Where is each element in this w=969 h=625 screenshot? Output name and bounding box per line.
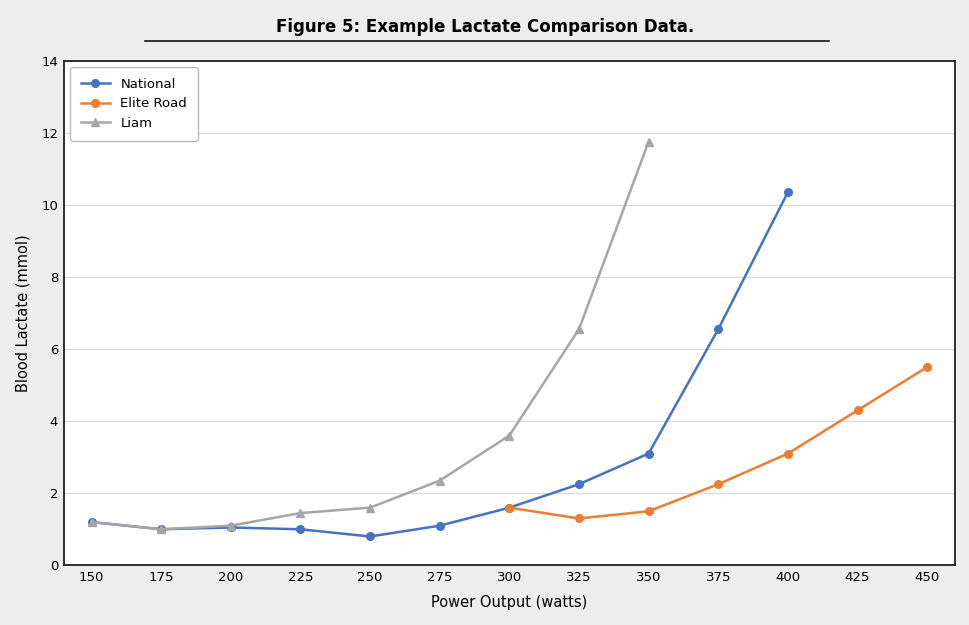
Elite Road [921,363,932,371]
Liam [573,326,584,333]
National [642,450,654,458]
National [225,524,236,531]
Liam [295,509,306,517]
National [781,189,793,196]
National [503,504,515,511]
Liam [155,526,167,533]
National [711,326,723,333]
X-axis label: Power Output (watts): Power Output (watts) [431,595,587,610]
Elite Road [781,450,793,458]
National [433,522,445,529]
Elite Road [503,504,515,511]
Y-axis label: Blood Lactate (mmol): Blood Lactate (mmol) [15,234,30,392]
National [573,481,584,488]
National [364,532,376,540]
Elite Road [642,508,654,515]
Line: Elite Road: Elite Road [505,363,930,522]
National [295,526,306,533]
Text: Figure 5: Example Lactate Comparison Data.: Figure 5: Example Lactate Comparison Dat… [275,18,694,36]
Liam [364,504,376,511]
Elite Road [851,407,862,414]
Elite Road [711,481,723,488]
National [155,526,167,533]
National [85,518,97,526]
Liam [642,138,654,146]
Liam [85,518,97,526]
Liam [225,522,236,529]
Line: National: National [87,188,791,540]
Liam [433,477,445,484]
Line: Liam: Liam [87,138,652,533]
Elite Road [573,515,584,522]
Legend: National, Elite Road, Liam: National, Elite Road, Liam [70,68,198,141]
Liam [503,432,515,439]
